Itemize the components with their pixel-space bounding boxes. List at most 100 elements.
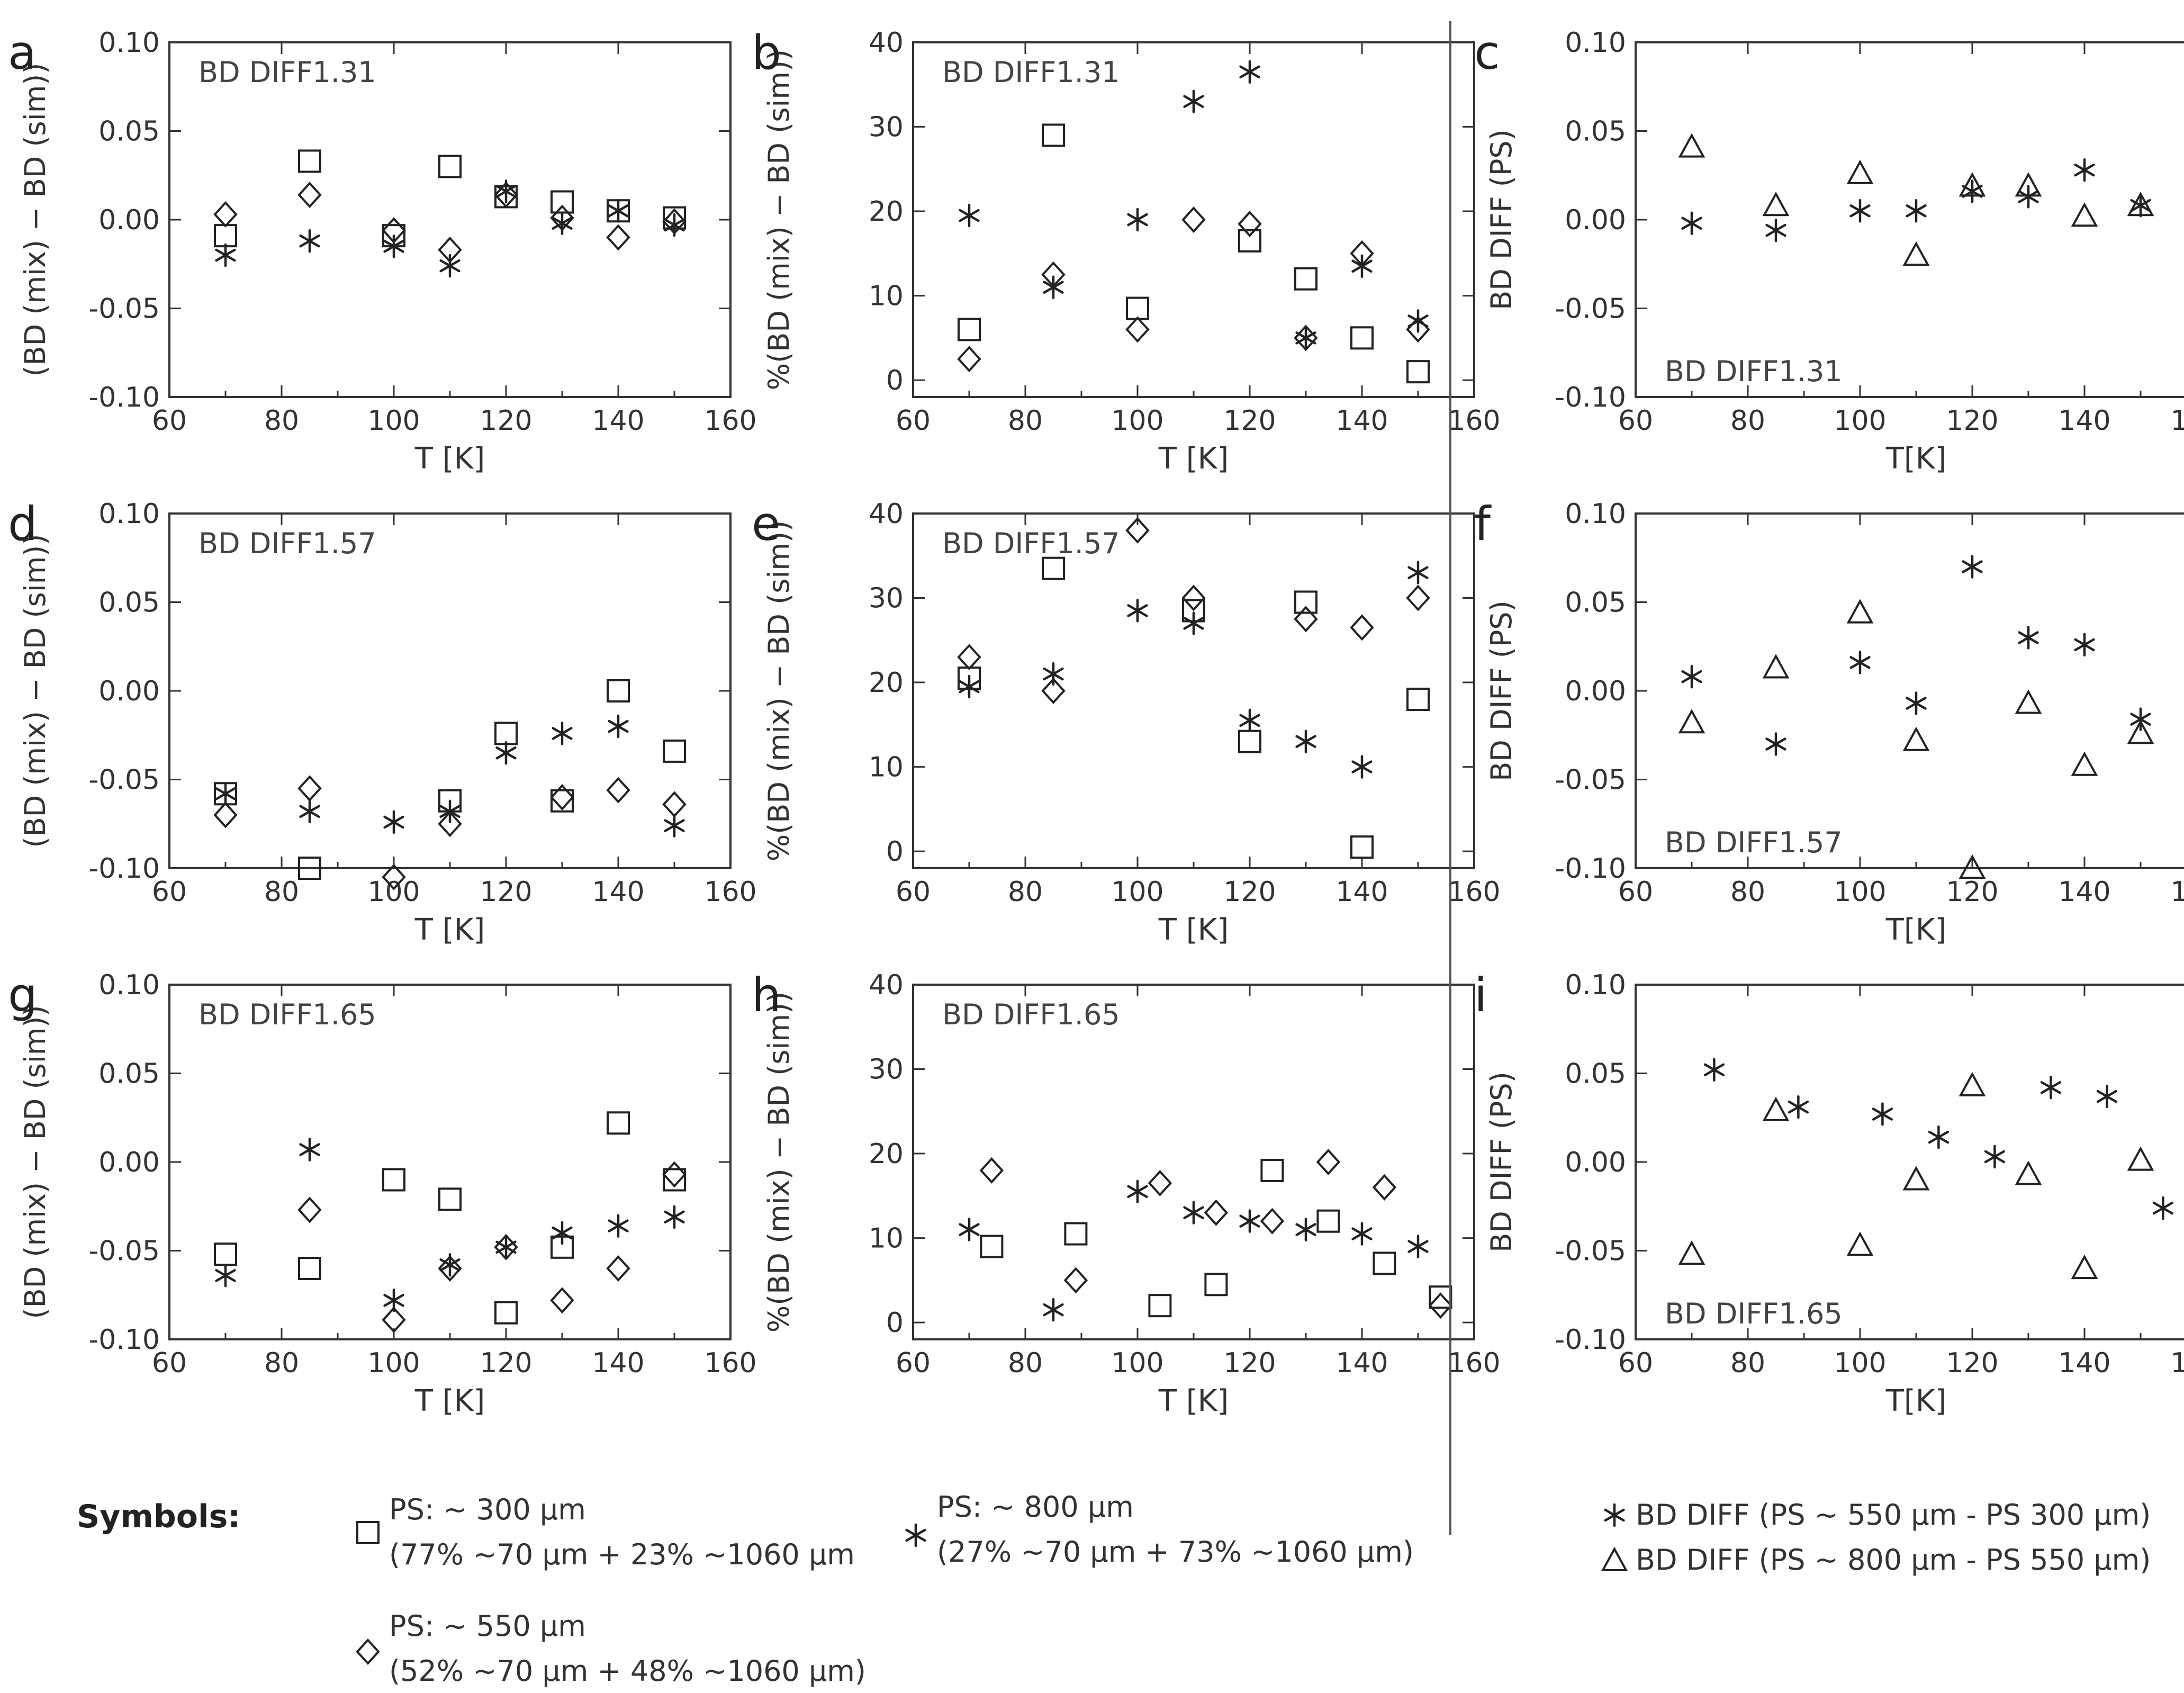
asterisk-point [383, 235, 404, 258]
y-tick-label: -0.10 [88, 382, 160, 413]
y-tick-label: 20 [869, 1138, 904, 1170]
asterisk-point [1849, 651, 1871, 674]
asterisk-point [1351, 755, 1373, 779]
asterisk-point [1239, 708, 1260, 733]
legend-diamond-glyph [356, 1638, 380, 1665]
triangle-point [1902, 241, 1930, 266]
triangle-point [2127, 1146, 2154, 1171]
legend: Symbols: PS: ~ 300 μm (77% ~70 μm + 23% … [77, 1490, 2151, 1688]
asterisk-point [215, 243, 236, 267]
x-tick-label: 160 [704, 405, 756, 437]
diamond-point [979, 1157, 1004, 1184]
x-tick-label: 80 [1008, 405, 1043, 437]
asterisk-point [439, 1253, 461, 1277]
triangle-point [1678, 1240, 1705, 1265]
x-tick-label: 100 [367, 405, 420, 437]
square-point [1350, 835, 1374, 859]
inset-label: BD DIFF1.57 [942, 527, 1120, 560]
x-axis-label: T [K] [414, 1384, 485, 1418]
legend-ps550-line1: PS: ~ 550 μm [389, 1609, 586, 1643]
x-tick-label: 140 [2058, 876, 2110, 908]
x-tick-label: 140 [1335, 405, 1388, 437]
y-tick-label: 40 [869, 498, 904, 530]
square-point [382, 1168, 405, 1192]
diamond-point [1238, 211, 1262, 237]
legend-diff-asterisk-marker [1604, 1503, 1625, 1527]
panel-letter: f [1474, 497, 1492, 551]
asterisk-point [2130, 193, 2151, 218]
diamond-point [1125, 517, 1150, 544]
plot-frame [912, 984, 1475, 1340]
x-tick-label: 100 [367, 876, 420, 908]
y-tick-label: 0.10 [1565, 27, 1626, 59]
panel-letter: d [8, 497, 38, 551]
legend-diff-550-300-text: BD DIFF (PS ~ 550 μm - PS 300 μm) [1636, 1498, 2151, 1532]
asterisk-point [1295, 730, 1316, 753]
asterisk-point [1906, 199, 1927, 223]
asterisk-point [2018, 185, 2039, 209]
inset-label: BD DIFF1.31 [942, 56, 1120, 89]
asterisk-point [552, 211, 573, 235]
y-axis-label: (BD (mix) − BD (sim)) [19, 1005, 52, 1319]
triangle-point [2015, 1160, 2042, 1185]
y-tick-label: -0.10 [1555, 1324, 1626, 1356]
y-tick-label: 10 [869, 1223, 904, 1255]
x-tick-label: 80 [1730, 1347, 1765, 1379]
plot-frame [1635, 984, 2184, 1340]
x-tick-label: 160 [1448, 876, 1500, 908]
y-tick-label: 0.05 [98, 1058, 160, 1090]
square-point [1148, 1294, 1172, 1318]
asterisk-point [1043, 662, 1064, 686]
y-tick-label: 0.10 [1565, 969, 1626, 1001]
asterisk-point [2130, 707, 2151, 731]
x-tick-label: 80 [264, 405, 299, 437]
y-tick-label: 0.00 [1565, 1147, 1626, 1178]
x-tick-label: 100 [1834, 876, 1886, 908]
asterisk-point [439, 254, 461, 278]
square-point [214, 224, 237, 248]
legend-asterisk-glyph [1604, 1503, 1625, 1527]
triangle-point [1846, 1231, 1874, 1256]
square-point [1260, 1158, 1284, 1182]
triangle-point [2015, 689, 2042, 714]
asterisk-point [1295, 1218, 1316, 1241]
y-axis-label: %(BD (mix) − BD (sim)) [762, 520, 796, 861]
square-point [1204, 1273, 1228, 1296]
x-tick-label: 60 [152, 1347, 187, 1379]
y-tick-label: 40 [869, 969, 904, 1001]
x-tick-label: 120 [1223, 1347, 1276, 1379]
x-tick-label: 100 [1834, 1347, 1886, 1379]
asterisk-point [1984, 1145, 2006, 1169]
y-tick-label: 10 [869, 281, 904, 312]
x-tick-label: 100 [1111, 876, 1163, 908]
panel-d: 60 80 100 120 140 160 0.10 0.05 0.00 -0.05 -0.10 T … [8, 497, 757, 947]
diamond-point [606, 224, 630, 251]
diamond-point [606, 1255, 630, 1282]
triangle-point [1762, 1096, 1790, 1121]
square-point [1126, 296, 1149, 320]
y-tick-label: -0.05 [88, 1236, 160, 1267]
x-axis-label: T[K] [1885, 442, 1947, 476]
square-point [1294, 267, 1317, 291]
triangle-point [1959, 1071, 1986, 1096]
asterisk-point [1872, 1102, 1893, 1126]
y-tick-label: 0.00 [98, 1147, 160, 1178]
legend-square-glyph [356, 1521, 380, 1544]
triangle-point [1959, 172, 1986, 197]
x-axis-label: T[K] [1885, 1384, 1947, 1418]
legend-item-diff-550-300: BD DIFF (PS ~ 550 μm - PS 300 μm) [1604, 1498, 2151, 1532]
square-point [958, 318, 981, 341]
x-tick-label: 140 [592, 405, 644, 437]
square-point [1042, 556, 1065, 580]
triangle-point [2127, 192, 2154, 217]
square-point [1406, 360, 1430, 384]
asterisk-point [959, 1218, 980, 1241]
x-axis-label: T[K] [1885, 913, 1947, 947]
diamond-point [662, 791, 687, 818]
square-point [494, 1301, 518, 1325]
inset-label: BD DIFF1.65 [198, 998, 376, 1031]
legend-ps800-line1: PS: ~ 800 μm [937, 1490, 1134, 1524]
asterisk-point [1127, 1179, 1148, 1204]
x-tick-label: 120 [1223, 405, 1276, 437]
legend-title: Symbols: [77, 1498, 240, 1535]
